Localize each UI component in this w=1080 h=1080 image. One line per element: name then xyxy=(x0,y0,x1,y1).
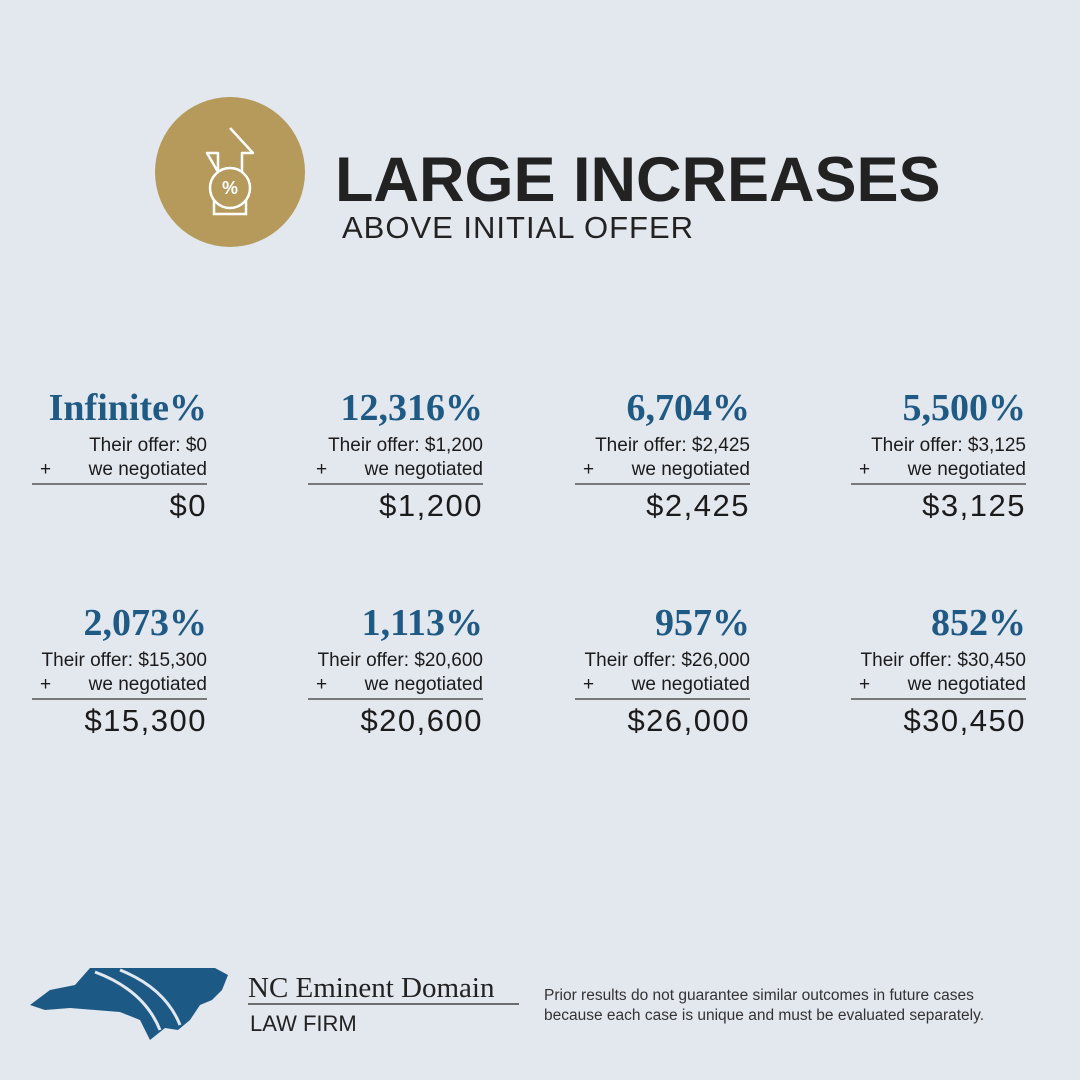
logo-map xyxy=(30,968,228,1040)
negotiated: we negotiated xyxy=(631,459,750,480)
negotiated: we negotiated xyxy=(907,674,1026,695)
negotiated: we negotiated xyxy=(88,674,207,695)
negotiated: we negotiated xyxy=(631,674,750,695)
svg-text:%: % xyxy=(222,178,238,198)
their-offer: Their offer: $30,450 xyxy=(861,650,1026,671)
their-offer: Their offer: $20,600 xyxy=(318,650,483,671)
plus-sign: + xyxy=(316,674,327,695)
amount: $0 xyxy=(170,488,207,523)
plus-sign: + xyxy=(583,674,594,695)
title: LARGE INCREASES xyxy=(335,145,941,215)
plus-sign: + xyxy=(316,459,327,480)
disclaimer-line: because each case is unique and must be … xyxy=(544,1007,984,1024)
percent: 12,316% xyxy=(341,387,484,429)
their-offer: Their offer: $1,200 xyxy=(328,435,483,456)
percent: 6,704% xyxy=(627,387,751,429)
their-offer: Their offer: $3,125 xyxy=(871,435,1026,456)
cards: Infinite% Their offer: $0 + we negotiated $0… xyxy=(32,387,1026,738)
their-offer: Their offer: $0 xyxy=(89,435,207,456)
amount: $15,300 xyxy=(84,703,207,738)
plus-sign: + xyxy=(859,674,870,695)
brand: NC Eminent Domain xyxy=(248,972,495,1004)
amount: $3,125 xyxy=(922,488,1026,523)
amount: $30,450 xyxy=(903,703,1026,738)
subtitle: ABOVE INITIAL OFFER xyxy=(342,210,694,245)
percent: 957% xyxy=(655,602,750,644)
percent: 2,073% xyxy=(84,602,208,644)
negotiated: we negotiated xyxy=(907,459,1026,480)
percent: 5,500% xyxy=(903,387,1027,429)
their-offer: Their offer: $26,000 xyxy=(585,650,750,671)
amount: $26,000 xyxy=(627,703,750,738)
plus-sign: + xyxy=(40,459,51,480)
negotiated: we negotiated xyxy=(364,459,483,480)
negotiated: we negotiated xyxy=(364,674,483,695)
amount: $2,425 xyxy=(646,488,750,523)
amount: $20,600 xyxy=(360,703,483,738)
their-offer: Their offer: $15,300 xyxy=(42,650,207,671)
negotiated: we negotiated xyxy=(88,459,207,480)
plus-sign: + xyxy=(583,459,594,480)
subbrand: LAW FIRM xyxy=(250,1011,357,1036)
plus-sign: + xyxy=(40,674,51,695)
their-offer: Their offer: $2,425 xyxy=(595,435,750,456)
plus-sign: + xyxy=(859,459,870,480)
header-icon: % xyxy=(155,97,305,247)
percent: 852% xyxy=(931,602,1026,644)
amount: $1,200 xyxy=(379,488,483,523)
disclaimer-line: Prior results do not guarantee similar o… xyxy=(544,987,974,1004)
percent: 1,113% xyxy=(362,602,483,644)
percent: Infinite% xyxy=(49,387,207,429)
